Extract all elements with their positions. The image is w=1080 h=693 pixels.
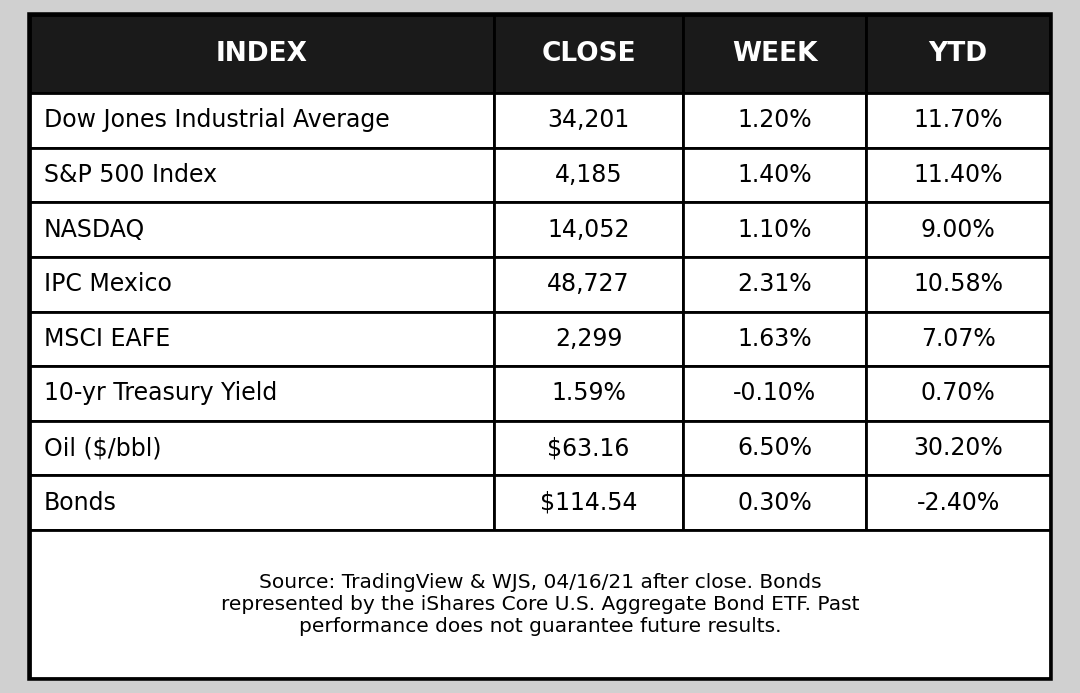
Text: 48,727: 48,727	[548, 272, 630, 296]
Text: 1.40%: 1.40%	[738, 163, 812, 187]
Text: INDEX: INDEX	[216, 41, 308, 67]
Bar	[495, 366, 683, 421]
Text: 7.07%: 7.07%	[921, 327, 996, 351]
Text: $114.54: $114.54	[540, 491, 637, 515]
Bar	[495, 148, 683, 202]
Bar	[683, 421, 866, 475]
Bar	[683, 257, 866, 311]
Bar	[866, 148, 1050, 202]
Text: 10.58%: 10.58%	[914, 272, 1003, 296]
Text: 1.20%: 1.20%	[738, 108, 812, 132]
Bar	[30, 475, 495, 530]
Bar	[866, 366, 1050, 421]
Bar	[30, 15, 495, 93]
Bar	[495, 475, 683, 530]
Bar	[683, 202, 866, 257]
Text: CLOSE: CLOSE	[541, 41, 636, 67]
Text: 0.70%: 0.70%	[921, 381, 996, 405]
Bar	[30, 93, 495, 148]
Text: Bonds: Bonds	[44, 491, 117, 515]
Text: MSCI EAFE: MSCI EAFE	[44, 327, 171, 351]
Text: 9.00%: 9.00%	[921, 218, 996, 242]
Bar	[30, 530, 1050, 678]
Bar	[866, 257, 1050, 311]
Text: 0.30%: 0.30%	[738, 491, 812, 515]
Bar	[30, 366, 495, 421]
Text: 6.50%: 6.50%	[737, 436, 812, 460]
Bar	[683, 15, 866, 93]
Bar	[495, 311, 683, 366]
Text: S&P 500 Index: S&P 500 Index	[44, 163, 217, 187]
Text: 34,201: 34,201	[548, 108, 630, 132]
Text: -0.10%: -0.10%	[733, 381, 816, 405]
Bar	[495, 93, 683, 148]
Bar	[866, 475, 1050, 530]
Bar	[866, 93, 1050, 148]
Bar	[866, 311, 1050, 366]
Bar	[683, 148, 866, 202]
Bar	[866, 421, 1050, 475]
Text: 1.63%: 1.63%	[738, 327, 812, 351]
Text: 4,185: 4,185	[555, 163, 622, 187]
Text: -2.40%: -2.40%	[917, 491, 1000, 515]
Text: 10-yr Treasury Yield: 10-yr Treasury Yield	[44, 381, 278, 405]
Bar	[30, 311, 495, 366]
Bar	[495, 257, 683, 311]
Text: 2.31%: 2.31%	[738, 272, 812, 296]
Bar	[495, 202, 683, 257]
Text: YTD: YTD	[929, 41, 988, 67]
Text: 11.40%: 11.40%	[914, 163, 1003, 187]
Text: 14,052: 14,052	[548, 218, 630, 242]
Bar	[495, 15, 683, 93]
Text: NASDAQ: NASDAQ	[44, 218, 145, 242]
Bar	[30, 202, 495, 257]
Text: 1.10%: 1.10%	[738, 218, 812, 242]
Text: Dow Jones Industrial Average: Dow Jones Industrial Average	[44, 108, 390, 132]
Bar	[866, 202, 1050, 257]
Text: Oil ($/bbl): Oil ($/bbl)	[44, 436, 162, 460]
Bar	[866, 15, 1050, 93]
Bar	[495, 421, 683, 475]
Bar	[683, 366, 866, 421]
Text: IPC Mexico: IPC Mexico	[44, 272, 172, 296]
Text: WEEK: WEEK	[732, 41, 818, 67]
Text: Source: TradingView & WJS, 04/16/21 after close. Bonds
represented by the iShare: Source: TradingView & WJS, 04/16/21 afte…	[220, 572, 860, 635]
Text: 30.20%: 30.20%	[914, 436, 1003, 460]
Text: 1.59%: 1.59%	[551, 381, 626, 405]
Text: 2,299: 2,299	[555, 327, 622, 351]
Bar	[683, 311, 866, 366]
Bar	[30, 148, 495, 202]
Text: 11.70%: 11.70%	[914, 108, 1003, 132]
Text: $63.16: $63.16	[548, 436, 630, 460]
Bar	[30, 257, 495, 311]
Bar	[683, 475, 866, 530]
Bar	[30, 421, 495, 475]
Bar	[683, 93, 866, 148]
